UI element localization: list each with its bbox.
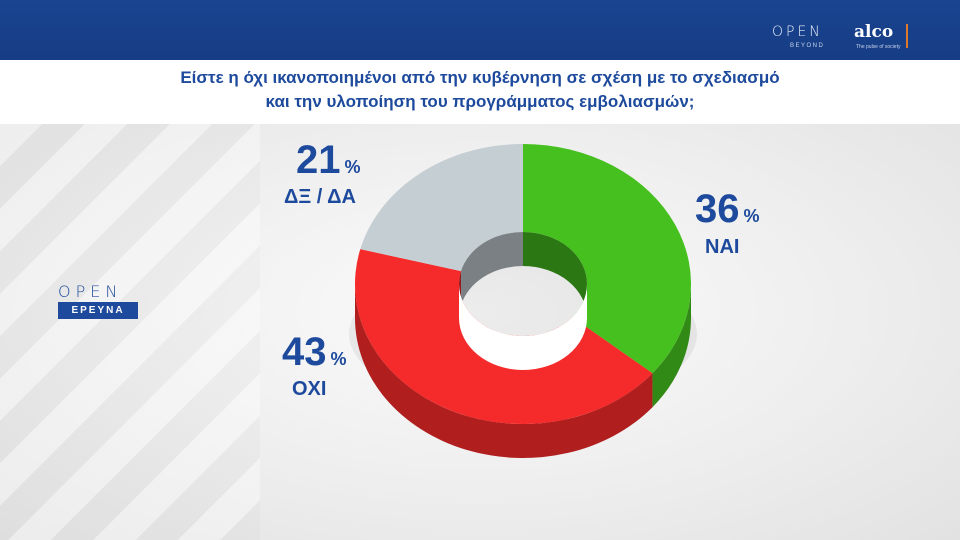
erevna-brand-badge: ΕΡΕΥΝΑ bbox=[58, 302, 138, 319]
slice-value-yes: 36% bbox=[695, 187, 760, 232]
question-title-line-2: και την υλοποίηση του προγράμματος εμβολ… bbox=[265, 92, 695, 111]
slice-value-no: 43% bbox=[282, 330, 347, 375]
slice-value-no-unit: % bbox=[330, 349, 347, 369]
alco-logo: alco bbox=[854, 22, 894, 42]
alco-tagline: The pulse of society bbox=[856, 44, 901, 50]
slice-value-dk-number: 21 bbox=[296, 138, 341, 182]
question-title-line-1: Είστε η όχι ικανοποιημένοι από την κυβέρ… bbox=[180, 68, 780, 87]
donut-side-0 bbox=[652, 284, 691, 408]
slice-value-dk: 21% bbox=[296, 138, 361, 183]
open-logo: OPEN bbox=[772, 24, 823, 40]
open-brand-logo: OPEN bbox=[58, 282, 123, 301]
slice-value-yes-unit: % bbox=[743, 206, 760, 226]
header-bar: OPEN BEYOND alco The pulse of society bbox=[0, 0, 960, 60]
donut-slice-0 bbox=[523, 144, 692, 374]
slice-label-yes: ΝΑΙ bbox=[705, 236, 740, 258]
question-title: Είστε η όχι ικανοποιημένοι από την κυβέρ… bbox=[0, 60, 960, 124]
slice-label-no: ΟΧΙ bbox=[292, 378, 327, 400]
donut-slice-2 bbox=[360, 144, 523, 272]
logo-accent-bar bbox=[906, 24, 908, 48]
donut-hole bbox=[459, 284, 587, 370]
slice-value-dk-unit: % bbox=[344, 157, 361, 177]
donut-side-1 bbox=[355, 284, 653, 458]
open-beyond-tagline: BEYOND bbox=[790, 43, 825, 49]
donut-inner-wall-0 bbox=[523, 232, 587, 318]
slice-value-yes-number: 36 bbox=[695, 187, 740, 231]
donut-inner-wall-2 bbox=[461, 232, 523, 306]
slice-label-dk: ΔΞ / ΔΑ bbox=[284, 186, 356, 208]
slice-value-no-number: 43 bbox=[282, 330, 327, 374]
